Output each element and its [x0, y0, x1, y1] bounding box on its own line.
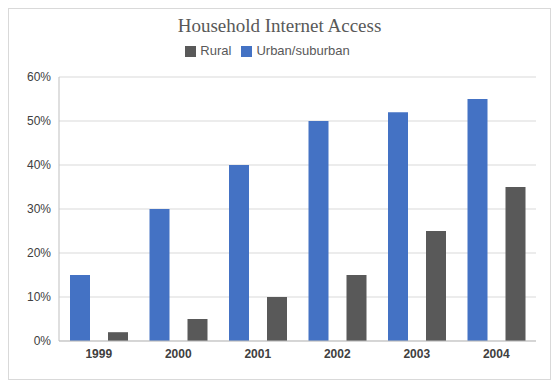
svg-text:2001: 2001: [244, 347, 271, 361]
svg-text:20%: 20%: [27, 246, 51, 260]
html-text:Household Internet Access: Household Internet Access: [177, 15, 382, 36]
svg-text:2002: 2002: [324, 347, 351, 361]
svg-text:2004: 2004: [483, 347, 510, 361]
svg-text:2000: 2000: [165, 347, 192, 361]
svg-text:30%: 30%: [27, 202, 51, 216]
svg-text:0%: 0%: [34, 334, 52, 348]
svg-text:60%: 60%: [27, 70, 51, 84]
svg-text:1999: 1999: [85, 347, 112, 361]
svg-text:2003: 2003: [403, 347, 430, 361]
svg-text:50%: 50%: [27, 114, 51, 128]
html-text:Rural: Rural: [200, 43, 232, 58]
html-text:Urban/suburban: Urban/suburban: [256, 43, 350, 58]
svg-text:10%: 10%: [27, 290, 51, 304]
svg-text:40%: 40%: [27, 158, 51, 172]
